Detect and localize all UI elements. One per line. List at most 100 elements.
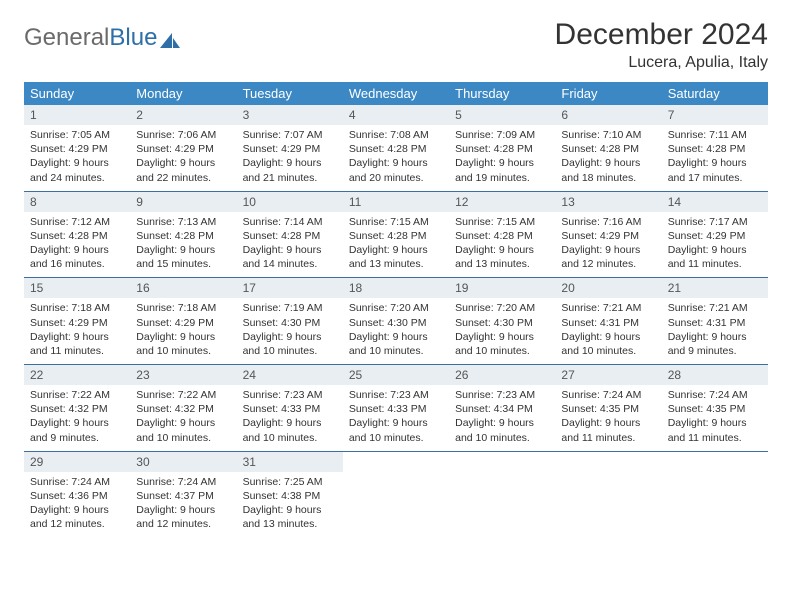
daylight-text-2: and 9 minutes. [30,431,124,445]
day-number: 22 [24,365,130,385]
day-details: Sunrise: 7:12 AMSunset: 4:28 PMDaylight:… [24,212,130,278]
day-details: Sunrise: 7:22 AMSunset: 4:32 PMDaylight:… [130,385,236,451]
daylight-text-1: Daylight: 9 hours [136,330,230,344]
day-number: 23 [130,365,236,385]
sunrise-text: Sunrise: 7:17 AM [668,215,762,229]
day-cell: 17Sunrise: 7:19 AMSunset: 4:30 PMDayligh… [237,278,343,365]
day-details: Sunrise: 7:10 AMSunset: 4:28 PMDaylight:… [555,125,661,191]
daylight-text-1: Daylight: 9 hours [668,243,762,257]
day-number: 31 [237,452,343,472]
daylight-text-2: and 10 minutes. [349,344,443,358]
daylight-text-1: Daylight: 9 hours [668,416,762,430]
day-cell: 8Sunrise: 7:12 AMSunset: 4:28 PMDaylight… [24,191,130,278]
day-details: Sunrise: 7:25 AMSunset: 4:38 PMDaylight:… [237,472,343,538]
daylight-text-1: Daylight: 9 hours [30,330,124,344]
daylight-text-1: Daylight: 9 hours [349,156,443,170]
day-cell: 14Sunrise: 7:17 AMSunset: 4:29 PMDayligh… [662,191,768,278]
sunrise-text: Sunrise: 7:14 AM [243,215,337,229]
daylight-text-2: and 24 minutes. [30,171,124,185]
col-header: Tuesday [237,82,343,105]
daylight-text-1: Daylight: 9 hours [136,156,230,170]
daylight-text-1: Daylight: 9 hours [243,156,337,170]
day-cell: 19Sunrise: 7:20 AMSunset: 4:30 PMDayligh… [449,278,555,365]
day-number: 16 [130,278,236,298]
sunrise-text: Sunrise: 7:20 AM [349,301,443,315]
sunset-text: Sunset: 4:28 PM [349,142,443,156]
day-cell: 29Sunrise: 7:24 AMSunset: 4:36 PMDayligh… [24,451,130,537]
day-cell: 21Sunrise: 7:21 AMSunset: 4:31 PMDayligh… [662,278,768,365]
sunset-text: Sunset: 4:29 PM [243,142,337,156]
daylight-text-1: Daylight: 9 hours [561,156,655,170]
day-number: 25 [343,365,449,385]
daylight-text-2: and 11 minutes. [668,257,762,271]
day-cell: .. [555,451,661,537]
day-details: Sunrise: 7:23 AMSunset: 4:33 PMDaylight:… [343,385,449,451]
daylight-text-1: Daylight: 9 hours [349,416,443,430]
day-cell: 22Sunrise: 7:22 AMSunset: 4:32 PMDayligh… [24,365,130,452]
day-cell: 11Sunrise: 7:15 AMSunset: 4:28 PMDayligh… [343,191,449,278]
day-cell: 25Sunrise: 7:23 AMSunset: 4:33 PMDayligh… [343,365,449,452]
daylight-text-1: Daylight: 9 hours [455,416,549,430]
sunrise-text: Sunrise: 7:21 AM [668,301,762,315]
day-cell: 1Sunrise: 7:05 AMSunset: 4:29 PMDaylight… [24,105,130,191]
day-number: 21 [662,278,768,298]
daylight-text-2: and 10 minutes. [243,431,337,445]
day-number: 14 [662,192,768,212]
sunset-text: Sunset: 4:36 PM [30,489,124,503]
day-details: Sunrise: 7:17 AMSunset: 4:29 PMDaylight:… [662,212,768,278]
day-cell: 10Sunrise: 7:14 AMSunset: 4:28 PMDayligh… [237,191,343,278]
sunset-text: Sunset: 4:31 PM [668,316,762,330]
daylight-text-2: and 21 minutes. [243,171,337,185]
sunrise-text: Sunrise: 7:08 AM [349,128,443,142]
sunrise-text: Sunrise: 7:23 AM [349,388,443,402]
sunset-text: Sunset: 4:29 PM [668,229,762,243]
sunset-text: Sunset: 4:28 PM [455,229,549,243]
month-title: December 2024 [555,18,768,52]
day-details: Sunrise: 7:16 AMSunset: 4:29 PMDaylight:… [555,212,661,278]
day-details: Sunrise: 7:23 AMSunset: 4:34 PMDaylight:… [449,385,555,451]
day-cell: 27Sunrise: 7:24 AMSunset: 4:35 PMDayligh… [555,365,661,452]
col-header: Wednesday [343,82,449,105]
sunset-text: Sunset: 4:32 PM [30,402,124,416]
day-cell: 18Sunrise: 7:20 AMSunset: 4:30 PMDayligh… [343,278,449,365]
daylight-text-2: and 10 minutes. [561,344,655,358]
daylight-text-1: Daylight: 9 hours [243,503,337,517]
sunset-text: Sunset: 4:30 PM [349,316,443,330]
day-cell: 5Sunrise: 7:09 AMSunset: 4:28 PMDaylight… [449,105,555,191]
day-details: Sunrise: 7:18 AMSunset: 4:29 PMDaylight:… [24,298,130,364]
daylight-text-1: Daylight: 9 hours [30,503,124,517]
day-cell: 28Sunrise: 7:24 AMSunset: 4:35 PMDayligh… [662,365,768,452]
sunset-text: Sunset: 4:28 PM [30,229,124,243]
daylight-text-2: and 10 minutes. [243,344,337,358]
day-number: 7 [662,105,768,125]
day-details: Sunrise: 7:23 AMSunset: 4:33 PMDaylight:… [237,385,343,451]
daylight-text-2: and 12 minutes. [136,517,230,531]
table-row: 1Sunrise: 7:05 AMSunset: 4:29 PMDaylight… [24,105,768,191]
day-details: Sunrise: 7:08 AMSunset: 4:28 PMDaylight:… [343,125,449,191]
day-details: Sunrise: 7:19 AMSunset: 4:30 PMDaylight:… [237,298,343,364]
sunset-text: Sunset: 4:30 PM [243,316,337,330]
title-block: December 2024 Lucera, Apulia, Italy [555,18,768,72]
daylight-text-1: Daylight: 9 hours [243,243,337,257]
table-row: 29Sunrise: 7:24 AMSunset: 4:36 PMDayligh… [24,451,768,537]
sunset-text: Sunset: 4:32 PM [136,402,230,416]
daylight-text-2: and 15 minutes. [136,257,230,271]
table-row: 22Sunrise: 7:22 AMSunset: 4:32 PMDayligh… [24,365,768,452]
daylight-text-2: and 12 minutes. [30,517,124,531]
day-number: 18 [343,278,449,298]
day-number: 1 [24,105,130,125]
day-number: 17 [237,278,343,298]
sunset-text: Sunset: 4:37 PM [136,489,230,503]
daylight-text-1: Daylight: 9 hours [243,416,337,430]
sunset-text: Sunset: 4:28 PM [455,142,549,156]
sunset-text: Sunset: 4:29 PM [136,142,230,156]
daylight-text-1: Daylight: 9 hours [30,156,124,170]
sunset-text: Sunset: 4:31 PM [561,316,655,330]
daylight-text-2: and 11 minutes. [561,431,655,445]
calendar-table: SundayMondayTuesdayWednesdayThursdayFrid… [24,82,768,537]
day-number: 2 [130,105,236,125]
sunrise-text: Sunrise: 7:11 AM [668,128,762,142]
sunrise-text: Sunrise: 7:24 AM [136,475,230,489]
day-cell: 26Sunrise: 7:23 AMSunset: 4:34 PMDayligh… [449,365,555,452]
daylight-text-2: and 9 minutes. [668,344,762,358]
